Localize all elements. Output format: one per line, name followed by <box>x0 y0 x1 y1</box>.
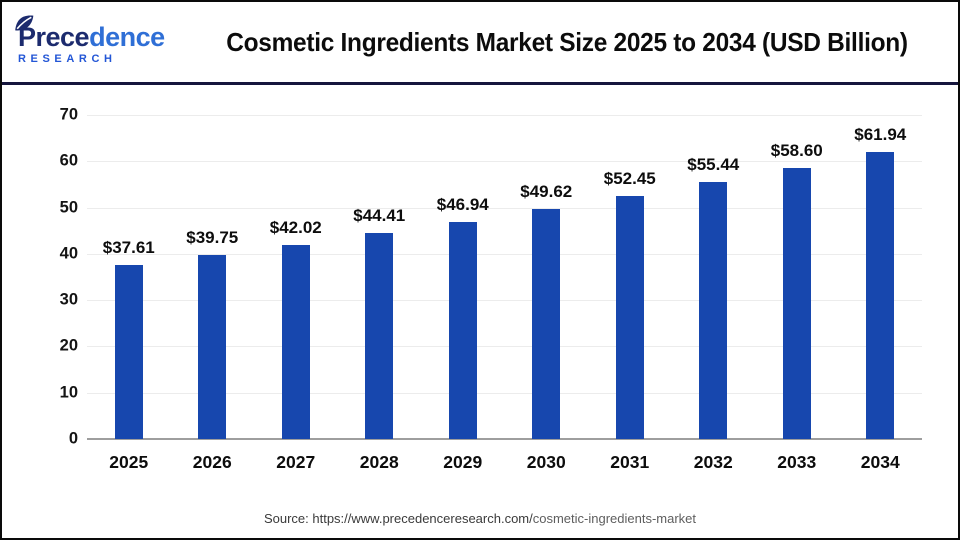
bar-2033 <box>782 167 811 439</box>
bar-chart-plot-area: $37.61 $39.75 $42.02 $44.41 $46.94 $49.62 $52.… <box>87 115 922 440</box>
bar-value-label-2033: $58.60 <box>770 140 823 160</box>
gridline-30 <box>87 300 922 302</box>
source-text: Source: https://www.precedenceresearch.c… <box>2 511 958 526</box>
y-tick-label-60: 60 <box>59 151 78 170</box>
x-tick-label-2026: 2026 <box>192 452 232 472</box>
precedence-research-logo: Precedence RESEARCH <box>15 15 170 65</box>
y-tick-label-10: 10 <box>59 383 78 402</box>
gridline-60 <box>87 161 922 163</box>
y-tick-label-50: 50 <box>59 198 78 217</box>
y-tick-label-20: 20 <box>59 336 78 355</box>
y-tick-label-30: 30 <box>59 290 78 309</box>
logo-subtitle: RESEARCH <box>18 52 117 65</box>
gridline-50 <box>87 207 922 209</box>
gridline-40 <box>87 253 922 255</box>
x-tick-label-2028: 2028 <box>359 452 399 472</box>
bar-value-label-2025: $37.61 <box>102 237 155 257</box>
source-prefix: Source: https://www.precedenceresearch.c… <box>263 511 533 526</box>
x-tick-label-2032: 2032 <box>693 452 733 472</box>
bar-2032 <box>699 182 728 439</box>
x-axis: 2025 2026 2027 2028 2029 2030 2031 2032 2033 2034 <box>87 452 922 478</box>
header: Precedence RESEARCH Cosmetic Ingredients… <box>2 2 958 82</box>
bar-2027 <box>281 244 310 439</box>
gridline-20 <box>87 346 922 348</box>
bar-2026 <box>198 255 227 439</box>
x-tick-label-2030: 2030 <box>526 452 566 472</box>
gridline-70 <box>87 115 922 116</box>
source-path: cosmetic-ingredients-market <box>532 511 697 526</box>
y-tick-label-70: 70 <box>59 105 78 124</box>
x-tick-label-2025: 2025 <box>109 452 149 472</box>
x-tick-label-2029: 2029 <box>443 452 483 472</box>
bar-2031 <box>615 196 644 439</box>
page-title: Cosmetic Ingredients Market Size 2025 to… <box>226 26 908 57</box>
leaf-icon <box>12 11 37 40</box>
bar-value-label-2030: $49.62 <box>520 182 573 202</box>
bar-value-label-2032: $55.44 <box>687 155 740 175</box>
x-axis-baseline <box>87 438 922 440</box>
y-axis: 0 10 20 30 40 50 60 70 <box>28 106 78 448</box>
bar-value-label-2031: $52.45 <box>603 169 656 189</box>
bar-2034 <box>866 152 895 439</box>
bar-2030 <box>532 209 561 439</box>
x-tick-label-2033: 2033 <box>777 452 817 472</box>
y-tick-label-0: 0 <box>68 429 78 448</box>
bar-2029 <box>448 221 477 439</box>
x-tick-label-2034: 2034 <box>860 452 900 472</box>
x-tick-label-2031: 2031 <box>610 452 650 472</box>
y-tick-label-40: 40 <box>59 244 78 263</box>
x-tick-label-2027: 2027 <box>276 452 316 472</box>
bar-value-label-2026: $39.75 <box>186 228 239 248</box>
gridline-10 <box>87 392 922 394</box>
bar-2025 <box>114 264 143 439</box>
logo-wordmark-blue: dence <box>89 22 165 53</box>
bar-2028 <box>365 233 394 439</box>
bar-value-label-2034: $61.94 <box>854 125 907 145</box>
bar-value-label-2028: $44.41 <box>353 206 406 226</box>
logo-wordmark: Precedence <box>18 23 170 51</box>
header-divider <box>2 82 958 85</box>
bar-value-label-2029: $46.94 <box>436 194 489 214</box>
logo-wordmark-dark: Prece <box>18 22 90 53</box>
bar-value-label-2027: $42.02 <box>269 217 322 237</box>
